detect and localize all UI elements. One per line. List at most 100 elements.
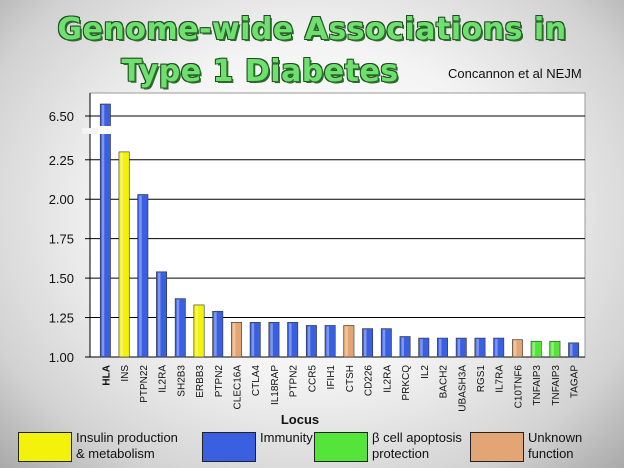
x-tick-label: PTPN2	[214, 365, 225, 398]
bar-highlight	[270, 323, 273, 356]
bar-prkcq	[399, 336, 411, 358]
y-tick-label: 1.00	[49, 350, 74, 365]
bar-highlight	[232, 323, 236, 356]
bar-tnfaip3	[549, 340, 561, 358]
chart-title-line1: Genome-wide Associations in	[57, 12, 567, 47]
x-tick-label: TAGAP	[570, 365, 581, 398]
bar-highlight	[401, 337, 404, 356]
x-tick-label: BACH2	[439, 365, 450, 399]
y-tick-label: 1.50	[49, 271, 74, 286]
bar-ins	[118, 151, 130, 358]
bar-highlight	[345, 326, 348, 356]
bar-ifih1	[324, 325, 336, 358]
bar-highlight	[495, 339, 498, 356]
bar-highlight	[251, 323, 255, 356]
bar-highlight	[532, 342, 536, 356]
legend-label-insulin: Insulin production & metabolism	[76, 430, 178, 461]
bar-highlight	[363, 329, 367, 356]
x-tick-label: CLEC16A	[232, 365, 243, 410]
plot-area	[89, 92, 586, 358]
bar-highlight	[101, 105, 105, 356]
bar-ccr5	[305, 325, 317, 358]
legend-label-immunity: Immunity	[260, 430, 313, 445]
x-tick-label: IFIH1	[326, 365, 337, 390]
x-tick-label: PRKCQ	[401, 365, 412, 401]
x-tick-label: TNFAIP3	[532, 365, 543, 406]
legend-swatch-insulin	[18, 432, 72, 462]
bar-ptpn22	[137, 194, 149, 358]
bar-ptpn2	[287, 321, 299, 358]
bar-highlight	[551, 342, 554, 356]
bar-ptpn2	[212, 310, 224, 358]
legend-swatch-immunity	[202, 432, 256, 462]
bar-highlight	[214, 312, 217, 356]
legend-swatch-unknown	[470, 432, 524, 462]
bar-erbb3	[193, 304, 205, 358]
bar-ctsh	[343, 325, 355, 358]
bar-il2	[418, 337, 430, 358]
x-tick-label: CD226	[364, 365, 375, 397]
x-tick-label: IL2	[420, 365, 431, 379]
x-tick-label: SH2B3	[176, 365, 187, 397]
y-tick-label: 2.25	[49, 153, 74, 168]
bar-il18rap	[268, 321, 280, 358]
axis-break	[82, 128, 98, 134]
legend-swatch-apoptosis	[314, 432, 368, 462]
bar-highlight	[438, 339, 442, 356]
bar-highlight	[382, 329, 386, 356]
x-tick-label: C10TNF6	[513, 365, 524, 409]
bar-highlight	[569, 343, 573, 356]
x-tick-label: ERBB3	[195, 365, 206, 398]
bar-highlight	[457, 339, 461, 356]
bar-chart: 1.00 1.25 1.50 1.75 2.00 2.25 6.50 HLA INS PTPN22…	[49, 92, 586, 427]
bar-il2ra	[156, 271, 168, 358]
bar-tagap	[568, 342, 580, 358]
bar-cd226	[362, 328, 374, 358]
x-tick-label: UBASH3A	[457, 365, 468, 412]
x-axis-label: Locus	[281, 412, 319, 427]
bar-il7ra	[493, 337, 505, 358]
x-tick-label: HLA	[101, 365, 112, 386]
bar-highlight	[326, 326, 330, 356]
x-tick-label: PTPN2	[289, 365, 300, 398]
bar-il2ra	[380, 328, 392, 358]
x-tick-label: IL2RA	[158, 365, 169, 393]
bar-sh2b3	[174, 298, 186, 358]
x-tick-label: CTLA4	[251, 365, 262, 397]
x-tick-label: IL7RA	[495, 365, 506, 393]
y-tick-label: 2.00	[49, 192, 74, 207]
legend: Insulin production & metabolism Immunity …	[0, 430, 624, 466]
bar-hla	[99, 103, 111, 358]
bar-highlight	[289, 323, 292, 356]
y-tick-label: 1.25	[49, 311, 74, 326]
bar-highlight	[307, 326, 311, 356]
bar-highlight	[120, 152, 124, 356]
legend-label-unknown: Unknown function	[528, 430, 583, 461]
legend-label-apoptosis: β cell apoptosis protection	[372, 430, 462, 461]
bar-highlight	[420, 339, 423, 356]
bar-highlight	[476, 339, 479, 356]
x-tick-label: RGS1	[476, 365, 487, 393]
chart-title-line2: Type 1 Diabetes	[121, 54, 399, 89]
source-citation: Concannon et al NEJM	[448, 66, 582, 81]
x-tick-label: IL18RAP	[270, 365, 281, 405]
bar-highlight	[195, 305, 198, 356]
x-tick-label: IL2RA	[382, 365, 393, 393]
bar-tnfaip3	[530, 340, 542, 358]
bar-bach2	[437, 337, 448, 358]
bar-rgs1	[474, 337, 486, 358]
bar-c10tnf6	[511, 339, 523, 358]
bar-highlight	[157, 272, 161, 356]
bar-ctla4	[249, 321, 261, 358]
x-tick-label: CCR5	[307, 365, 318, 393]
bar-clec16a	[231, 321, 242, 358]
bar-highlight	[139, 195, 142, 356]
bar-highlight	[513, 340, 517, 356]
bar-break-gap	[98, 126, 113, 134]
bar-ubash3a	[455, 337, 467, 358]
x-tick-label: CTSH	[345, 365, 356, 392]
x-tick-label: INS	[120, 365, 131, 382]
x-tick-label: TNFAIP3	[551, 365, 562, 406]
y-tick-label: 6.50	[49, 109, 74, 124]
y-tick-label: 1.75	[49, 232, 74, 247]
